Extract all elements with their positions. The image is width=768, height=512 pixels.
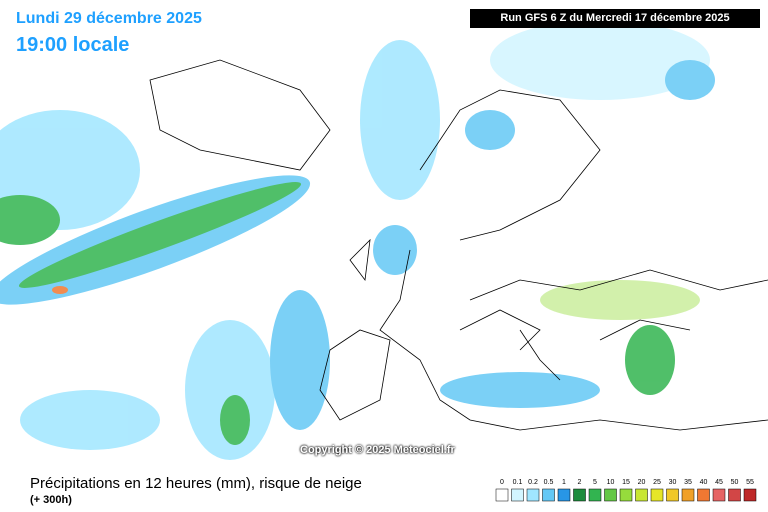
legend-swatch [495, 488, 509, 502]
legend-swatch [635, 488, 648, 502]
time: 19:00 locale [16, 34, 130, 56]
legend-swatch [619, 488, 633, 502]
legend-swatch [557, 488, 571, 502]
legend-swatch [697, 488, 710, 502]
footer-lead: (+ 300h) [30, 494, 72, 506]
legend: 0 0.1 0.2 0.5 1 2 5 10 15 20 25 30 35 40 45 50 55 [495, 479, 757, 502]
legend-swatch [526, 488, 540, 502]
legend-swatch [650, 488, 664, 502]
legend-label: 15 [622, 479, 630, 486]
legend-label: 0.1 [513, 479, 523, 486]
legend-label: 30 [669, 479, 677, 486]
legend-swatch [573, 488, 586, 502]
legend-label: 20 [638, 479, 646, 486]
map [0, 20, 768, 460]
legend-label: 2 [578, 479, 582, 486]
date: Lundi 29 décembre 2025 [16, 10, 202, 27]
legend-swatch [681, 488, 695, 502]
legend-label: 0.5 [544, 479, 554, 486]
legend-label: 1 [562, 479, 566, 486]
precipitation [0, 20, 715, 460]
legend-label: 40 [700, 479, 708, 486]
legend-label: 50 [731, 479, 739, 486]
coastlines [149, 59, 768, 431]
legend-label: 0 [500, 479, 504, 486]
legend-label: 0.2 [528, 479, 538, 486]
legend-label: 35 [684, 479, 692, 486]
legend-label: 25 [653, 479, 661, 486]
legend-swatch [728, 488, 741, 502]
legend-swatch [511, 488, 524, 502]
legend-label: 5 [593, 479, 597, 486]
footer-title: Précipitations en 12 heures (mm), risque… [30, 475, 362, 492]
legend-swatch [542, 488, 555, 502]
legend-label: 45 [715, 479, 723, 486]
copyright: Copyright © 2025 Meteociel.fr [300, 444, 455, 456]
legend-swatch [588, 488, 602, 502]
legend-swatch [712, 488, 726, 502]
legend-label: 55 [746, 479, 754, 486]
legend-label: 10 [607, 479, 615, 486]
legend-swatch [666, 488, 679, 502]
legend-swatch [604, 488, 617, 502]
run-info: Run GFS 6 Z du Mercredi 17 décembre 2025 [470, 9, 760, 28]
legend-swatch [743, 488, 757, 502]
